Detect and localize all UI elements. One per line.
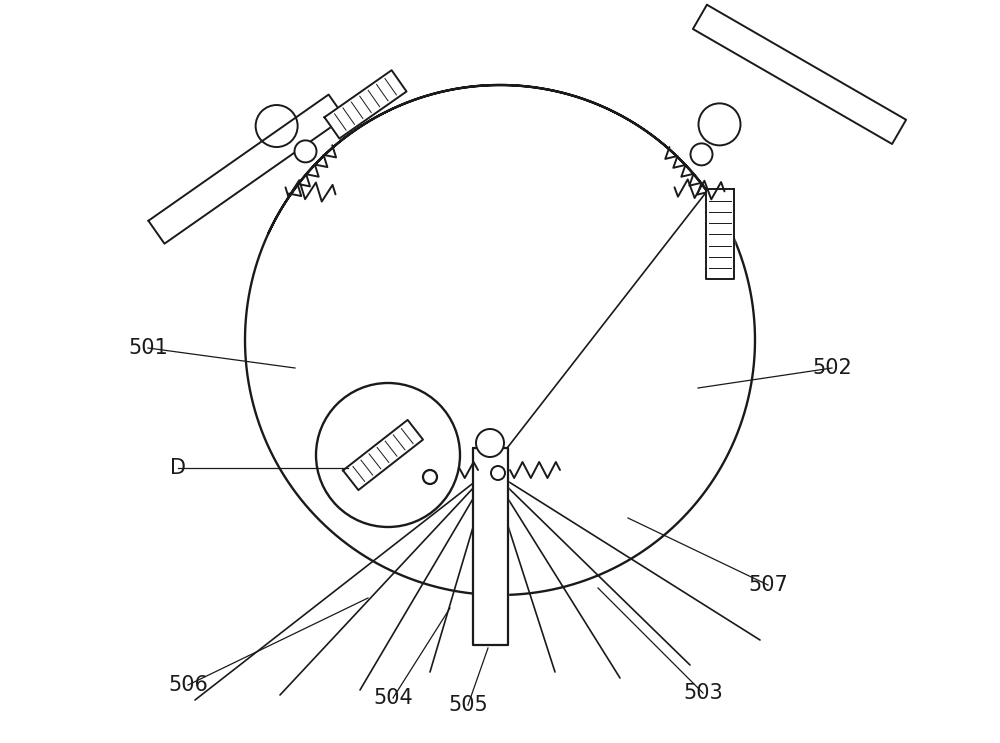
Circle shape [316,383,460,527]
Text: 502: 502 [812,358,852,378]
Circle shape [256,105,298,147]
Text: 507: 507 [748,575,788,595]
Polygon shape [706,189,734,279]
Text: 501: 501 [128,338,168,358]
Polygon shape [343,420,423,490]
Circle shape [699,103,741,146]
Text: 504: 504 [373,688,413,708]
Text: 506: 506 [168,675,208,695]
Text: 503: 503 [683,683,723,703]
Circle shape [423,470,437,484]
Circle shape [491,466,505,480]
Polygon shape [148,94,345,244]
Polygon shape [324,70,407,138]
Polygon shape [693,4,906,144]
Text: D: D [170,458,186,478]
Polygon shape [473,448,508,645]
Text: 505: 505 [448,695,488,715]
Circle shape [476,429,504,457]
Circle shape [691,143,713,166]
Circle shape [294,140,316,163]
